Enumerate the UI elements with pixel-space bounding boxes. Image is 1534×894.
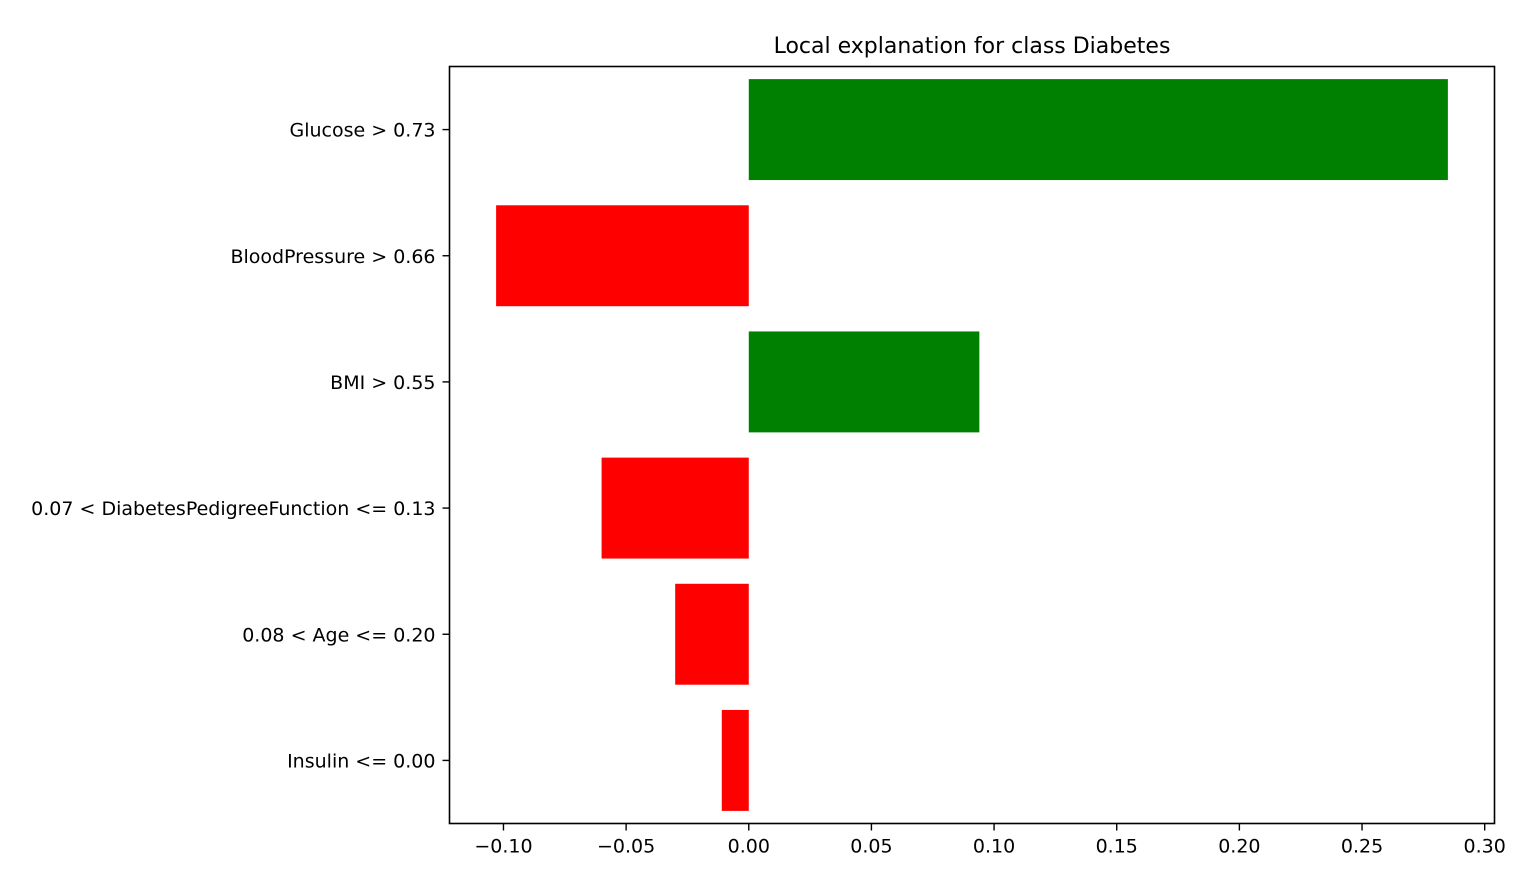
x-tick-label: −0.05 (597, 836, 655, 858)
bar (748, 331, 980, 433)
y-tick-label: Insulin <= 0.00 (287, 750, 435, 772)
x-tick-label: 0.00 (728, 836, 770, 858)
plot-frame (448, 65, 1496, 825)
y-tick-label: BloodPressure > 0.66 (230, 246, 435, 268)
x-tick-label: 0.20 (1218, 836, 1260, 858)
y-tick-label: 0.08 < Age <= 0.20 (242, 624, 435, 646)
bar (496, 205, 749, 307)
x-tick-label: 0.05 (850, 836, 892, 858)
y-tick-label: 0.07 < DiabetesPedigreeFunction <= 0.13 (31, 498, 435, 520)
y-tick-label: Glucose > 0.73 (289, 120, 435, 142)
x-tick-label: 0.25 (1341, 836, 1383, 858)
x-tick-label: 0.15 (1096, 836, 1138, 858)
chart-title: Local explanation for class Diabetes (774, 34, 1171, 59)
x-tick-label: 0.10 (973, 836, 1015, 858)
bar (721, 709, 749, 811)
x-tick-label: −0.10 (474, 836, 532, 858)
bar (675, 583, 749, 685)
y-axis: Glucose > 0.73 BloodPressure > 0.66 BMI > … (31, 120, 450, 772)
x-axis: −0.10 −0.05 0.00 0.05 0.10 0.15 0.20 0.25 0.30 (474, 823, 1506, 858)
y-tick-label: BMI > 0.55 (330, 372, 435, 394)
x-tick-label: 0.30 (1464, 836, 1506, 858)
bars (496, 79, 1448, 811)
bar (601, 457, 749, 559)
bar (748, 79, 1448, 181)
